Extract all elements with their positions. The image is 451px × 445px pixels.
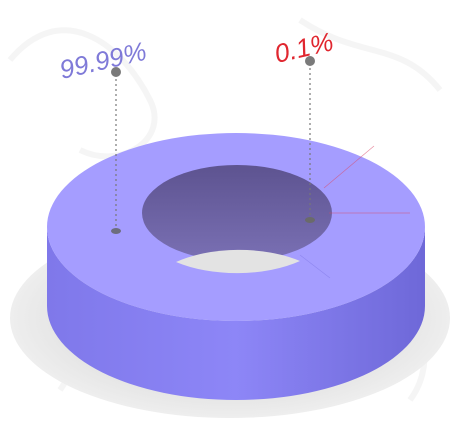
donut-hole xyxy=(142,165,332,261)
leader-base-dot xyxy=(305,217,315,223)
slice-label-0-1-percent: 0.1% xyxy=(272,26,336,69)
donut-outer-wall xyxy=(47,227,425,400)
leader-99-99-percent xyxy=(111,67,121,234)
slice-seam-lines xyxy=(299,254,331,279)
leader-base-dot xyxy=(111,228,121,234)
leader-top-dot xyxy=(111,67,121,77)
donut-hole-floor xyxy=(176,249,300,274)
slice-0-1-percent xyxy=(323,145,410,214)
leader-top-dot xyxy=(305,56,315,66)
leader-0-1-percent xyxy=(305,56,315,223)
